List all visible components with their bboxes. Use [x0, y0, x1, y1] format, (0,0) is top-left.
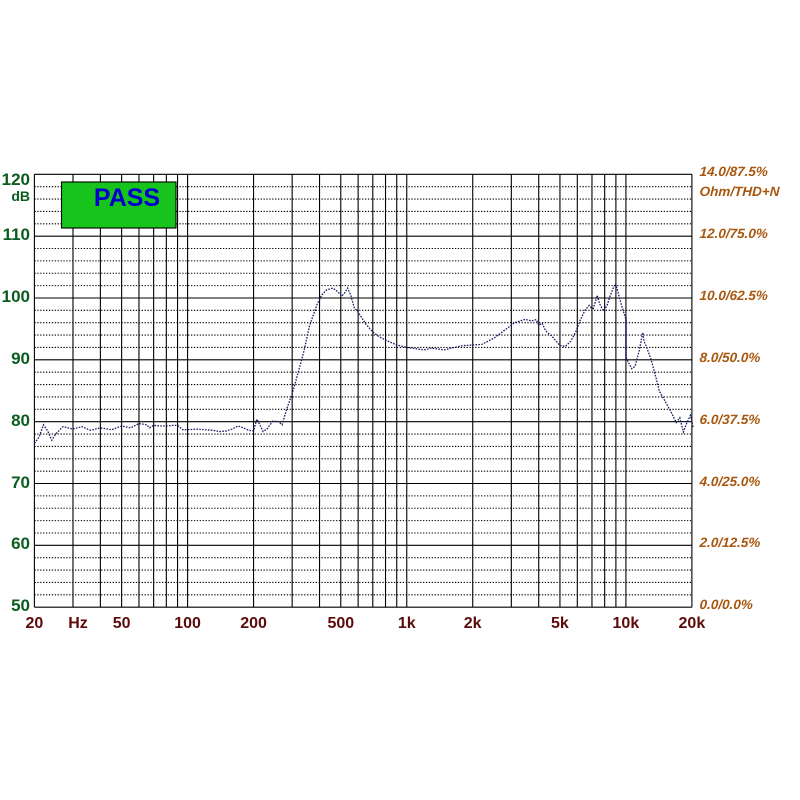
svg-text:PASS: PASS: [94, 184, 160, 212]
